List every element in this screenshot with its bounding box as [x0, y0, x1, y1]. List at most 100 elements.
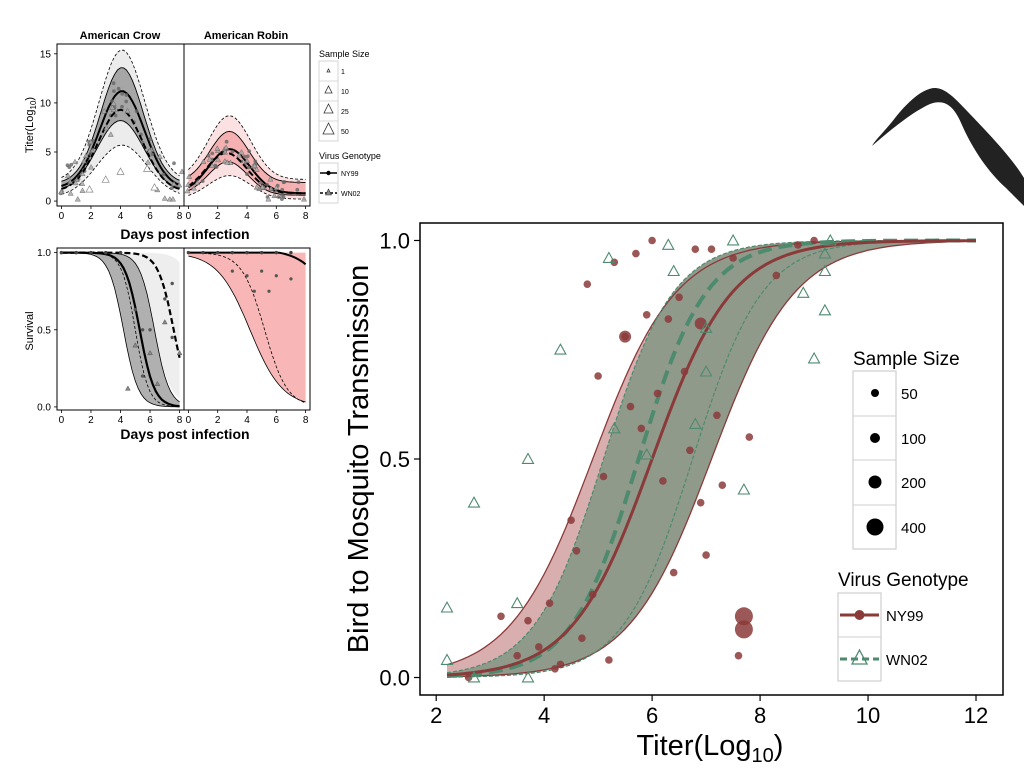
- ny99-data-point: [637, 424, 646, 433]
- transmission-y-tick-label: 0.5: [379, 447, 410, 472]
- transmission-x-label: Titer(Log10): [637, 730, 784, 767]
- titer-point: [116, 86, 121, 91]
- titer-point: [200, 158, 207, 164]
- wn02-data-point: [818, 303, 832, 316]
- ny99-data-point: [567, 516, 575, 524]
- titer-y-tick-label: 5: [45, 148, 51, 159]
- survival-point: [176, 349, 183, 356]
- sample-size-legend-dot-200: [868, 475, 882, 489]
- survival-point: [274, 274, 278, 278]
- titer-point: [209, 162, 216, 169]
- titer-y-tick-label: 0: [45, 197, 51, 208]
- ny99-data-point: [653, 389, 662, 398]
- wn02-data-point: [667, 264, 681, 277]
- genotype-legend-wn02-label: WN02: [886, 652, 928, 669]
- survival-point: [74, 250, 78, 255]
- wn02-data-point: [467, 670, 481, 683]
- wn02-data-point: [510, 596, 524, 609]
- survival-point: [89, 250, 93, 255]
- titer-line-1: [61, 108, 180, 190]
- titer-point: [82, 152, 90, 158]
- survival-point: [186, 250, 191, 255]
- ny99-data-point: [686, 446, 694, 455]
- survival-point: [215, 250, 220, 255]
- titer-y-ticks: 0 5 10 15: [40, 49, 57, 208]
- ny99-data-point: [772, 271, 781, 280]
- transmission-x-tick-label: 4: [538, 703, 550, 728]
- genotype-legend-ny99-point: [854, 610, 865, 620]
- wn02-data-point: [607, 421, 621, 434]
- titer-point: [170, 186, 174, 191]
- titer-point: [148, 137, 153, 141]
- titer-point: [134, 109, 139, 114]
- small-legend-label-10: 10: [341, 89, 349, 96]
- survival-point: [170, 335, 174, 340]
- ny99-data-point: [642, 311, 651, 319]
- wn02-data-point: [440, 600, 454, 613]
- titer-x-tick-label: 6: [274, 211, 280, 222]
- transmission-y-tick-label: 1.0: [379, 228, 410, 253]
- wn02-data-point: [737, 482, 751, 495]
- survival-point: [245, 274, 249, 278]
- titer-point: [236, 151, 243, 158]
- survival-point: [245, 250, 249, 255]
- titer-point: [79, 170, 86, 177]
- titer-point: [156, 153, 163, 159]
- titer-point: [144, 159, 151, 165]
- titer-point: [65, 163, 70, 168]
- titer-point: [276, 195, 281, 199]
- survival-point: [170, 281, 174, 286]
- transmission-x-tick-label: 2: [430, 703, 442, 728]
- ny99-data-point: [599, 472, 608, 481]
- small-legend-label-25: 25: [341, 109, 349, 116]
- titer-x-label: Days post infection: [120, 226, 249, 242]
- titer-point: [161, 195, 168, 201]
- survival-x-tick-label: 6: [147, 415, 153, 426]
- titer-point: [251, 162, 258, 169]
- titer-point: [185, 181, 192, 188]
- titer-x-tick-label: 6: [147, 211, 153, 222]
- titer-point: [101, 175, 110, 183]
- robin-titer-outer-lower: [188, 175, 306, 200]
- ny99-data-point: [707, 245, 716, 253]
- crow-titer-outer-upper: [61, 49, 180, 178]
- titer-point: [111, 81, 116, 86]
- survival-point: [133, 308, 137, 312]
- sample-size-legend-dot-50: [871, 389, 879, 397]
- ny99-data-point: [513, 651, 521, 660]
- survival-point: [148, 328, 152, 332]
- titer-point: [273, 184, 280, 191]
- transmission-x-tick-label: 6: [646, 703, 658, 728]
- titer-point: [247, 149, 252, 154]
- ny99-data-point: [556, 660, 565, 669]
- survival-point: [161, 319, 168, 325]
- titer-point: [89, 147, 96, 153]
- titer-x-tick-label: 0: [59, 211, 65, 222]
- titer-x-tick-label: 2: [88, 211, 94, 222]
- sample-size-legend-label-200: 200: [901, 475, 926, 492]
- wn02-data-point: [699, 364, 713, 377]
- survival-point: [140, 374, 145, 378]
- titer-point: [67, 178, 74, 185]
- ny99-data-point: [669, 568, 678, 577]
- titer-point: [88, 163, 95, 170]
- wn02-data-point: [818, 264, 832, 277]
- robin-titer-outer-upper: [188, 115, 306, 180]
- small-legend-size-title: Sample Size: [319, 49, 370, 59]
- titer-point: [224, 139, 229, 144]
- titer-point: [172, 161, 176, 166]
- transmission-x-tick-label: 8: [754, 703, 766, 728]
- survival-point: [163, 297, 167, 301]
- titer-point: [206, 156, 213, 162]
- ny99-data-point: [588, 590, 597, 599]
- titer-point: [110, 100, 117, 106]
- ny99-data-point: [572, 547, 581, 555]
- ny99-data-point: [691, 245, 700, 253]
- survival-point: [289, 250, 293, 255]
- titer-line-0: [61, 90, 180, 187]
- wn02-band-lower: [447, 240, 976, 678]
- ny99-data-point: [545, 599, 554, 607]
- ny99-data-point: [659, 477, 667, 485]
- wn02-data-point: [640, 447, 654, 460]
- wn02-data-point: [796, 286, 810, 298]
